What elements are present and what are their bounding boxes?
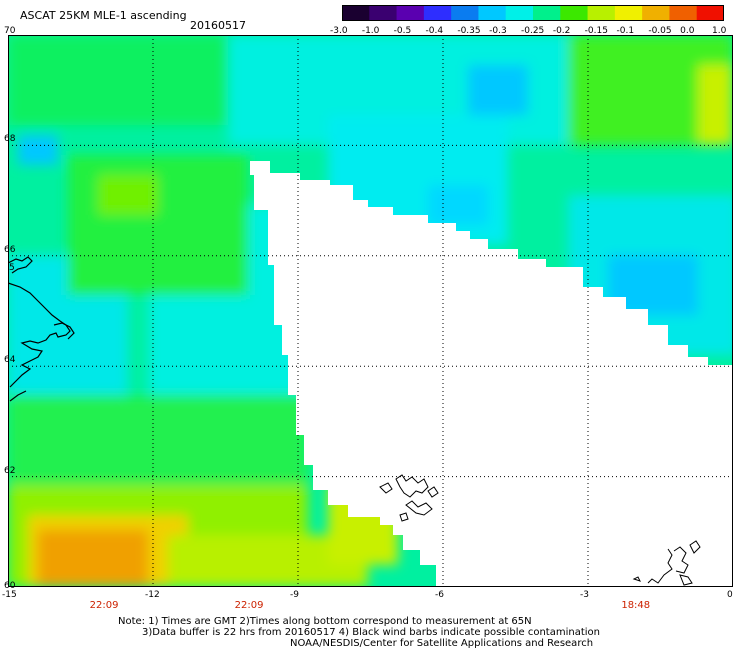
longitude-label: -15 <box>2 590 17 600</box>
colorbar-label: -0.15 <box>584 26 608 36</box>
no-data-region <box>250 161 733 587</box>
colorbar-label: 1.0 <box>712 26 727 36</box>
wind-field-map <box>8 35 733 587</box>
longitude-label: -9 <box>290 590 299 600</box>
latitude-label: 70 <box>4 26 16 36</box>
colorbar-swatch <box>587 5 616 21</box>
colorbar-label: -0.3 <box>489 26 507 36</box>
longitude-label: 0 <box>727 590 733 600</box>
colorbar-label: -0.05 <box>648 26 672 36</box>
longitude-label: -12 <box>145 590 160 600</box>
latitude-label: 64 <box>4 355 16 366</box>
longitude-label: -3 <box>580 590 589 600</box>
pass-time-label: 22:09 <box>234 600 264 611</box>
shetland-islands <box>632 540 701 586</box>
colorbar-swatch <box>560 5 589 21</box>
colorbar-swatch <box>423 5 452 21</box>
latitude-label: 60 <box>4 581 16 591</box>
colorbar-label: -0.25 <box>521 26 545 36</box>
colorbar-swatch <box>451 5 480 21</box>
map-title: ASCAT 25KM MLE-1 ascending <box>20 9 187 22</box>
colorbar-label: -3.0 <box>330 26 348 36</box>
latitude-label: 66 <box>4 244 16 255</box>
pass-time-label: 18:48 <box>621 600 651 611</box>
colorbar-swatch <box>342 5 370 21</box>
colorbar-label: -1.0 <box>361 26 380 36</box>
colorbar-swatch <box>396 5 425 21</box>
colorbar-swatch <box>478 5 507 21</box>
colorbar-swatch <box>669 5 698 21</box>
colorbar-swatch <box>696 5 725 21</box>
longitude-label: -6 <box>435 590 444 600</box>
colorbar-label: -0.2 <box>552 26 571 36</box>
map-date: 20160517 <box>190 19 246 32</box>
pass-time-label: 22:09 <box>89 600 119 611</box>
latitude-label: 62 <box>4 465 16 476</box>
colorbar-label: -0.35 <box>457 26 481 36</box>
note-line-1: Note: 1) Times are GMT 2)Times along bot… <box>118 616 532 627</box>
colorbar-label: -0.1 <box>616 26 635 36</box>
colorbar-swatch <box>505 5 534 21</box>
colorbar-label: -0.4 <box>425 26 444 36</box>
graticule <box>8 35 733 587</box>
map-panel <box>8 35 733 587</box>
latitude-label: 68 <box>4 134 16 145</box>
coastline <box>8 256 75 402</box>
colorbar-swatch <box>533 5 561 21</box>
colorbar-label: 0.0 <box>680 26 695 36</box>
colorbar-gradient <box>342 5 725 21</box>
colorbar-swatch <box>642 5 671 21</box>
colorbar-label: -0.5 <box>393 26 412 36</box>
colorbar <box>342 5 725 21</box>
map-frame <box>8 35 733 587</box>
colorbar-labels: -3.0 -1.0 -0.5 -0.4 -0.35 -0.3 -0.25 -0.2 -0.15-… <box>320 26 740 38</box>
faroe-islands <box>379 474 439 522</box>
colorbar-swatch <box>369 5 398 21</box>
coast-label: 5 <box>9 263 15 273</box>
note-line-3: NOAA/NESDIS/Center for Satellite Applica… <box>290 638 594 649</box>
colorbar-frame <box>342 5 724 21</box>
note-line-2: 3)Data buffer is 22 hrs from 20160517 4)… <box>142 627 600 638</box>
colorbar-swatch <box>614 5 643 21</box>
